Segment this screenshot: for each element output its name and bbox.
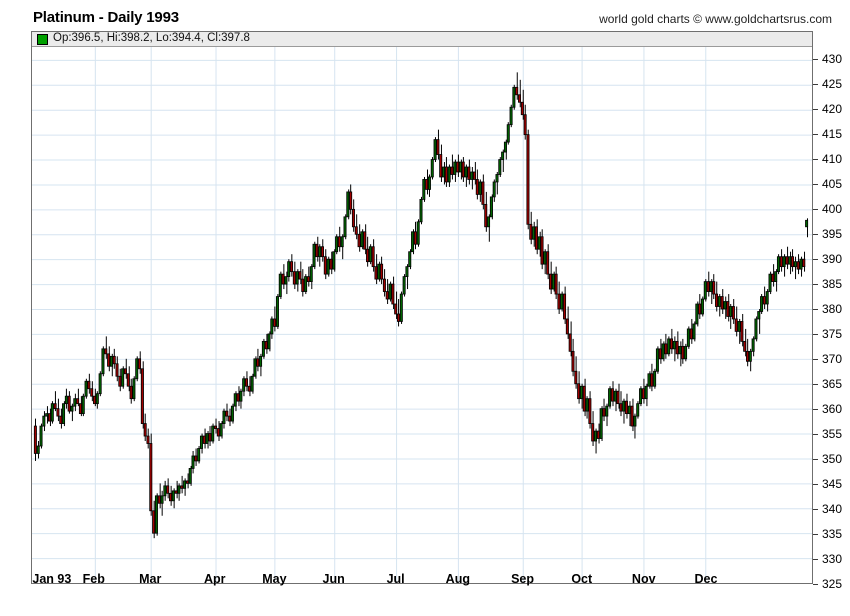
y-axis-tick-mark <box>813 359 818 360</box>
y-axis-tick-mark <box>813 134 818 135</box>
y-axis-tick-label: 380 <box>822 302 843 316</box>
y-axis-tick-label: 330 <box>822 552 843 566</box>
x-axis-tick-label: Jan 93 <box>32 572 72 586</box>
y-axis-tick-label: 355 <box>822 427 843 441</box>
y-axis-tick-label: 400 <box>822 202 843 216</box>
y-axis-tick-mark <box>813 559 818 560</box>
y-axis-tick-label: 405 <box>822 177 843 191</box>
y-axis-tick-label: 385 <box>822 277 843 291</box>
y-axis-tick-mark <box>813 159 818 160</box>
x-axis-tick-label: Apr <box>204 572 226 586</box>
y-axis-tick-mark <box>813 409 818 410</box>
y-axis-tick-label: 350 <box>822 452 843 466</box>
y-axis-tick-label: 375 <box>822 327 843 341</box>
page-title: Platinum - Daily 1993 <box>33 9 179 26</box>
ohlc-legend[interactable]: Op:396.5, Hi:398.2, Lo:394.4, Cl:397.8 <box>32 32 812 47</box>
y-axis-tick-label: 420 <box>822 102 843 116</box>
y-axis-tick-mark <box>813 384 818 385</box>
y-axis-tick-mark <box>813 484 818 485</box>
y-axis-tick-mark <box>813 584 818 585</box>
y-axis-tick-mark <box>813 334 818 335</box>
x-axis-tick-label: Jun <box>322 572 345 586</box>
y-axis-tick-label: 340 <box>822 502 843 516</box>
y-axis-tick-mark <box>813 459 818 460</box>
y-axis-tick-mark <box>813 434 818 435</box>
y-axis-tick-label: 425 <box>822 77 843 91</box>
y-axis-tick-label: 345 <box>822 477 843 491</box>
y-axis-tick-label: 395 <box>822 227 843 241</box>
y-axis-tick-mark <box>813 534 818 535</box>
legend-ohlc-text: Op:396.5, Hi:398.2, Lo:394.4, Cl:397.8 <box>53 32 250 45</box>
candlestick-series <box>33 72 809 539</box>
y-axis-tick-mark <box>813 259 818 260</box>
y-axis-tick-label: 365 <box>822 377 843 391</box>
y-axis-tick-mark <box>813 59 818 60</box>
y-axis-tick-mark <box>813 234 818 235</box>
y-axis-tick-mark <box>813 209 818 210</box>
y-axis-tick-mark <box>813 509 818 510</box>
y-axis-tick-mark <box>813 284 818 285</box>
x-axis-tick-label: Aug <box>445 572 470 586</box>
x-axis-tick-label: Sep <box>511 572 535 586</box>
y-axis-tick-label: 325 <box>822 577 843 591</box>
x-axis-tick-label: Oct <box>571 572 593 586</box>
y-axis-tick-mark <box>813 109 818 110</box>
x-axis-tick-label: Dec <box>694 572 718 586</box>
y-axis-tick-label: 430 <box>822 52 843 66</box>
y-axis-tick-label: 410 <box>822 152 843 166</box>
x-axis-tick-label: Mar <box>139 572 162 586</box>
y-axis-tick-mark <box>813 184 818 185</box>
x-axis-tick-label: Jul <box>386 572 405 586</box>
watermark-credit: world gold charts © www.goldchartsrus.co… <box>599 12 832 26</box>
x-axis-tick-label: Nov <box>631 572 656 586</box>
legend-color-swatch <box>37 33 48 45</box>
y-axis-tick-label: 415 <box>822 127 843 141</box>
y-axis-tick-label: 390 <box>822 252 843 266</box>
y-axis-tick-label: 360 <box>822 402 843 416</box>
x-axis-tick-label: May <box>262 572 287 586</box>
y-axis-tick-mark <box>813 84 818 85</box>
x-axis-tick-label: Feb <box>82 572 105 586</box>
y-axis-tick-label: 370 <box>822 352 843 366</box>
y-axis-tick-mark <box>813 309 818 310</box>
plot-area <box>31 31 813 584</box>
y-axis-tick-label: 335 <box>822 527 843 541</box>
